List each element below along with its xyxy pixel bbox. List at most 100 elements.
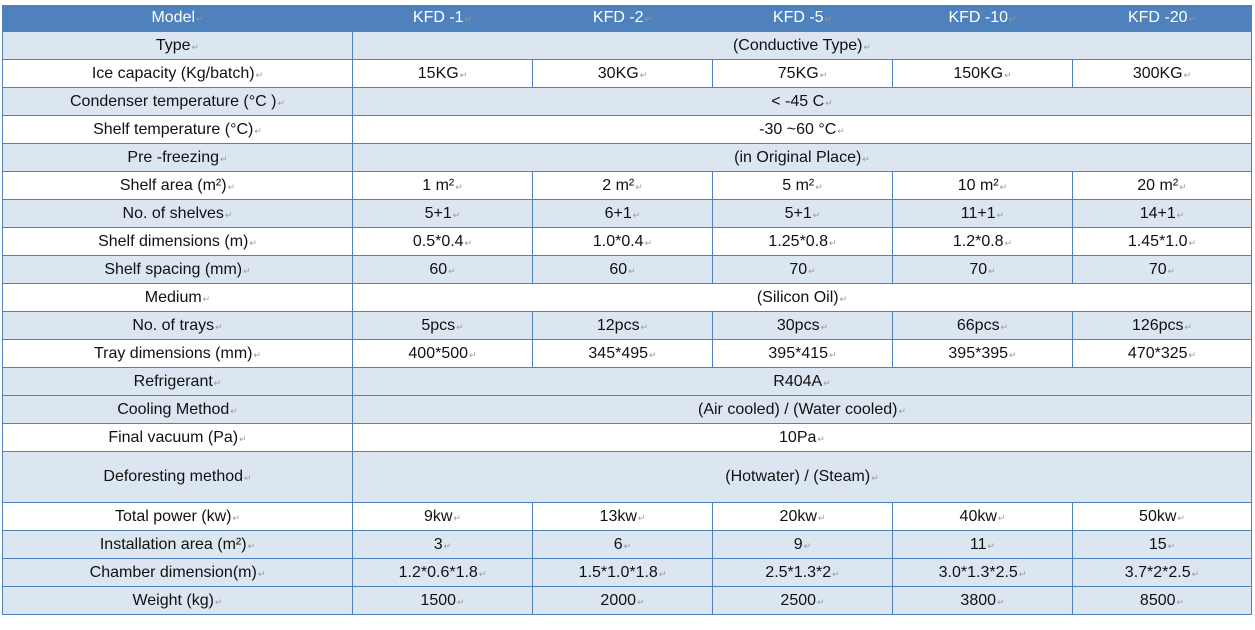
row-value: 9 [712, 530, 893, 559]
row-value: 11 [892, 530, 1073, 559]
row-value: 40kw [892, 502, 1073, 531]
table-row: Ice capacity (Kg/batch)15KG30KG75KG150KG… [2, 59, 1252, 88]
row-value: 30KG [532, 59, 713, 88]
row-label: Shelf dimensions (m) [2, 227, 353, 256]
row-value-merged: -30 ~60 °C [352, 115, 1252, 144]
row-value: 150KG [892, 59, 1073, 88]
row-value: 1.25*0.8 [712, 227, 893, 256]
row-label: Shelf area (m²) [2, 171, 353, 200]
table-row: Final vacuum (Pa)10Pa [2, 423, 1252, 452]
table-row: Weight (kg)15002000250038008500 [2, 586, 1252, 615]
row-value: 300KG [1072, 59, 1252, 88]
row-value: 20kw [712, 502, 893, 531]
row-value: 66pcs [892, 311, 1073, 340]
row-label: Pre -freezing [2, 143, 353, 172]
row-value-merged: R404A [352, 367, 1252, 396]
row-value: 1500 [352, 586, 533, 615]
table-row: Deforesting method(Hotwater) / (Steam) [2, 451, 1252, 503]
row-value: 30pcs [712, 311, 893, 340]
table-row: Type(Conductive Type) [2, 31, 1252, 60]
row-value: 395*415 [712, 339, 893, 368]
row-label: Cooling Method [2, 395, 353, 424]
header-model-kfd5: KFD -5 [712, 5, 893, 32]
row-value-merged: < -45 C [352, 87, 1252, 116]
row-value: 5pcs [352, 311, 533, 340]
row-value: 6+1 [532, 199, 713, 228]
row-value: 10 m² [892, 171, 1073, 200]
row-value: 3 [352, 530, 533, 559]
table-row: Chamber dimension(m)1.2*0.6*1.81.5*1.0*1… [2, 558, 1252, 587]
row-value-merged: (Hotwater) / (Steam) [352, 451, 1252, 503]
row-value-merged: (Silicon Oil) [352, 283, 1252, 312]
header-model-kfd10: KFD -10 [892, 5, 1073, 32]
table-row: Total power (kw)9kw13kw20kw40kw50kw [2, 502, 1252, 531]
table-row: Shelf area (m²)1 m²2 m²5 m²10 m²20 m² [2, 171, 1252, 200]
row-value: 1.0*0.4 [532, 227, 713, 256]
row-value: 70 [892, 255, 1073, 284]
row-value: 126pcs [1072, 311, 1252, 340]
row-value-merged: (Air cooled) / (Water cooled) [352, 395, 1252, 424]
row-value: 3.0*1.3*2.5 [892, 558, 1073, 587]
row-value: 1 m² [352, 171, 533, 200]
header-row: Model KFD -1 KFD -2 KFD -5 KFD -10 KFD -… [2, 5, 1252, 32]
row-label: Ice capacity (Kg/batch) [2, 59, 353, 88]
row-value: 14+1 [1072, 199, 1252, 228]
table-row: Pre -freezing(in Original Place) [2, 143, 1252, 172]
header-model-kfd1: KFD -1 [352, 5, 533, 32]
table-row: Tray dimensions (mm)400*500345*495395*41… [2, 339, 1252, 368]
row-value: 1.2*0.6*1.8 [352, 558, 533, 587]
row-label: Tray dimensions (mm) [2, 339, 353, 368]
row-value: 60 [352, 255, 533, 284]
row-value: 8500 [1072, 586, 1252, 615]
header-model-kfd20: KFD -20 [1072, 5, 1252, 32]
row-label: Shelf temperature (°C) [2, 115, 353, 144]
row-label: Total power (kw) [2, 502, 353, 531]
row-value: 2 m² [532, 171, 713, 200]
header-model-label: Model [2, 5, 353, 32]
table-row: No. of shelves5+16+15+111+114+1 [2, 199, 1252, 228]
table-row: Shelf spacing (mm)6060707070 [2, 255, 1252, 284]
table-row: Medium(Silicon Oil) [2, 283, 1252, 312]
row-value: 5+1 [352, 199, 533, 228]
row-label: Final vacuum (Pa) [2, 423, 353, 452]
row-value: 2000 [532, 586, 713, 615]
row-value: 70 [712, 255, 893, 284]
header-model-kfd2: KFD -2 [532, 5, 713, 32]
row-value: 12pcs [532, 311, 713, 340]
row-value: 0.5*0.4 [352, 227, 533, 256]
table-row: Shelf temperature (°C)-30 ~60 °C [2, 115, 1252, 144]
row-value: 20 m² [1072, 171, 1252, 200]
spec-table: Model KFD -1 KFD -2 KFD -5 KFD -10 KFD -… [2, 5, 1252, 615]
table-row: Installation area (m²)3691115 [2, 530, 1252, 559]
row-label: No. of trays [2, 311, 353, 340]
row-value: 470*325 [1072, 339, 1252, 368]
table-row: Cooling Method(Air cooled) / (Water cool… [2, 395, 1252, 424]
row-value: 15 [1072, 530, 1252, 559]
row-value: 2.5*1.3*2 [712, 558, 893, 587]
row-value: 1.5*1.0*1.8 [532, 558, 713, 587]
row-value: 70 [1072, 255, 1252, 284]
row-label: No. of shelves [2, 199, 353, 228]
table-row: RefrigerantR404A [2, 367, 1252, 396]
row-label: Type [2, 31, 353, 60]
row-value: 6 [532, 530, 713, 559]
table-row: Condenser temperature (°C )< -45 C [2, 87, 1252, 116]
row-label: Condenser temperature (°C ) [2, 87, 353, 116]
row-value-merged: 10Pa [352, 423, 1252, 452]
row-value: 11+1 [892, 199, 1073, 228]
row-value: 2500 [712, 586, 893, 615]
row-value: 3.7*2*2.5 [1072, 558, 1252, 587]
row-value: 50kw [1072, 502, 1252, 531]
row-label: Deforesting method [2, 451, 353, 503]
row-value: 5+1 [712, 199, 893, 228]
row-value: 3800 [892, 586, 1073, 615]
row-value-merged: (Conductive Type) [352, 31, 1252, 60]
row-label: Chamber dimension(m) [2, 558, 353, 587]
row-value: 9kw [352, 502, 533, 531]
row-value: 75KG [712, 59, 893, 88]
row-value: 1.45*1.0 [1072, 227, 1252, 256]
row-value: 400*500 [352, 339, 533, 368]
row-label: Weight (kg) [2, 586, 353, 615]
row-label: Shelf spacing (mm) [2, 255, 353, 284]
row-value: 1.2*0.8 [892, 227, 1073, 256]
